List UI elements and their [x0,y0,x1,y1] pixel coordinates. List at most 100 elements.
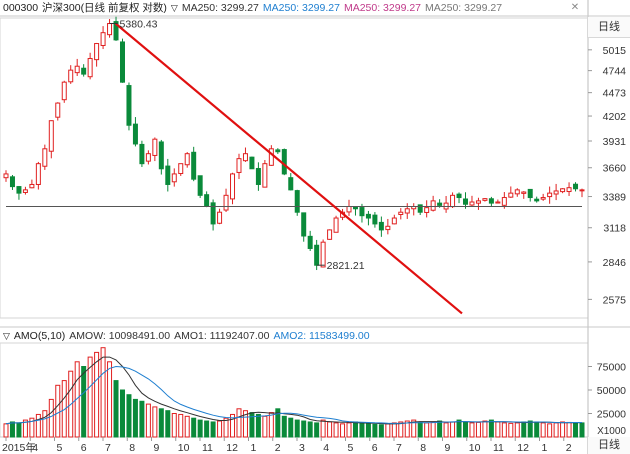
volume-bar [540,422,546,438]
price-tick-label: 4473 [603,88,627,100]
price-candle [94,43,100,61]
volume-bar [359,422,365,438]
price-candle [294,190,300,213]
volume-bar [275,408,281,438]
price-candle [566,187,572,193]
price-candle [126,85,132,126]
amo1-value: AMO1: 11192407.00 [174,330,270,342]
volume-bar [560,421,566,438]
time-tick-label: 5 [57,442,63,454]
annotation-label: 5380.43 [120,18,158,30]
price-candle [547,192,553,198]
time-tick-label: 2015年 [2,441,36,454]
volume-tick-label: 75000 [597,362,626,374]
period-button-bottom[interactable]: 日线 [587,437,630,454]
price-candle [398,211,404,215]
volume-bar [320,419,326,438]
time-tick-label: 8 [129,442,135,454]
price-candle [191,151,197,180]
price-candle [560,188,566,193]
price-candle [352,206,358,210]
price-header: 000300 沪深300(日线 前复权 对数) ▽ MA250: 3299.27 MA2… [3,2,506,15]
volume-bar [94,351,100,438]
price-candle [424,207,430,213]
price-candle [488,198,494,204]
price-candle [333,217,339,233]
volume-bar [3,423,9,438]
time-tick-label: 1 [251,442,257,454]
price-candle [475,200,481,204]
volume-bar [42,410,48,438]
price-candle [527,188,533,199]
volume-bar [236,408,242,438]
price-tick-label: 3118 [603,223,626,235]
price-tick-label: 5015 [603,45,627,57]
ma250-value-3: MA250: 3299.27 [343,2,422,14]
volume-bar [230,413,236,438]
price-candle [87,58,93,78]
price-candle [430,200,436,211]
price-tick-label: 4202 [603,111,627,123]
price-candle [268,148,274,166]
price-candle [495,201,501,204]
volume-bar [16,422,22,438]
volume-bar [573,422,579,438]
price-tick-label: 3389 [603,192,627,204]
time-tick-label: 8 [420,442,426,454]
ma250-value-2: MA250: 3299.27 [262,2,340,14]
volume-bar [107,361,113,438]
period-button[interactable]: 日线 [587,17,630,38]
price-candle [81,67,87,75]
volume-bar [158,408,164,438]
volume-bar [527,420,533,438]
volume-bar [547,423,553,438]
volume-bar [469,422,475,438]
volume-bar [352,421,358,438]
price-candle [35,163,41,185]
volume-bar [450,421,456,438]
collapse-triangle-icon[interactable]: ▽ [170,3,178,13]
volume-bar [171,413,177,438]
volume-bar [35,413,41,438]
volume-bar [55,384,61,438]
volume-bar [463,421,469,438]
price-candle [184,153,190,166]
volume-bar [100,347,106,438]
price-candle [197,175,203,196]
volume-bar [22,419,28,438]
close-icon[interactable]: ✕ [570,2,580,13]
volume-bar [145,403,151,438]
volume-bar [242,410,248,438]
volume-bar [268,412,274,438]
volume-bar [255,413,261,438]
volume-bar [81,366,87,438]
volume-bar [430,421,436,438]
volume-collapse-triangle-icon[interactable]: ▽ [3,331,10,341]
volume-bar [443,422,449,438]
price-candle [3,173,9,179]
price-candle [417,204,423,213]
price-candle [482,198,488,201]
price-candle [113,21,119,41]
price-tick-label: 2575 [603,294,627,306]
price-tick-label: 3660 [603,163,627,175]
volume-bar [398,421,404,438]
price-candle [236,158,242,173]
volume-bar [178,413,184,438]
price-candle [152,138,158,156]
time-tick-label: 2 [275,442,281,454]
volume-bar [346,422,352,438]
price-candle [178,163,184,175]
time-tick-label: 11 [493,442,504,454]
price-candle [210,202,216,225]
symbol-name: 沪深300(日线 前复权 对数) [42,2,167,14]
time-tick-label: 7 [105,442,111,454]
price-candle [74,65,80,74]
volume-bar [152,406,158,438]
volume-bar [288,417,294,438]
volume-bar [87,356,93,438]
price-candle [145,153,151,162]
volume-bar [404,420,410,438]
volume-bar [165,410,171,438]
